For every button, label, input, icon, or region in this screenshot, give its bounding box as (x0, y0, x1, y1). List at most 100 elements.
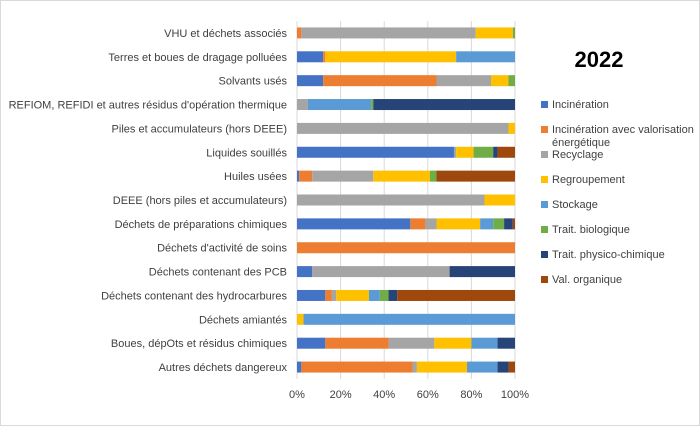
legend-label: Val. organique (552, 274, 622, 286)
bar-segment (508, 361, 515, 373)
category-label: Autres déchets dangereux (159, 362, 288, 374)
legend-label: Trait. biologique (552, 224, 630, 236)
category-label: Déchets contenant des hydrocarbures (101, 290, 287, 302)
bar-segment (497, 337, 515, 349)
category-labels: VHU et déchets associés Terres et boues d… (9, 28, 288, 374)
bar-segment (297, 51, 324, 63)
bar-segment (436, 170, 515, 182)
bar-segment (373, 99, 515, 111)
bar-segment (323, 51, 326, 63)
bar-segment (297, 242, 515, 254)
x-tick-label: 80% (460, 389, 482, 401)
bar-segment (467, 361, 498, 373)
legend-label: Incinération avec valorisation énergétiqu… (552, 124, 694, 149)
x-tick-label: 60% (417, 389, 439, 401)
category-label: Déchets de préparations chimiques (115, 219, 288, 231)
bar-segment (297, 337, 326, 349)
legend-swatch (541, 101, 548, 108)
category-label: Huiles usées (224, 171, 287, 183)
bar-segment (473, 146, 494, 158)
x-tick-label: 100% (501, 389, 529, 401)
bar-segment (297, 361, 302, 373)
bar-segment (297, 170, 300, 182)
bar-segment (379, 289, 389, 301)
bar-segment (323, 75, 437, 87)
bar-segment (456, 51, 515, 63)
legend-swatch (541, 176, 548, 183)
bar-segment (512, 218, 515, 230)
bar-segment (312, 266, 450, 278)
bar-segment (336, 289, 369, 301)
bar-segment (512, 27, 515, 39)
category-label: Boues, dépOts et résidus chimiques (111, 338, 288, 350)
bar-segment (301, 27, 476, 39)
category-label: Terres et boues de dragage polluées (108, 52, 287, 64)
x-tick-label: 40% (373, 389, 395, 401)
bar-segment (301, 361, 413, 373)
category-label: VHU et déchets associés (164, 28, 287, 40)
bar-segment (471, 337, 498, 349)
bar-segment (297, 313, 304, 325)
legend-swatch (541, 201, 548, 208)
chart-title: 2022 (575, 47, 624, 72)
bar-segment (449, 266, 515, 278)
bar-segment (504, 218, 513, 230)
bar-segment (508, 75, 515, 87)
bar-segment (325, 51, 457, 63)
x-tick-label: 20% (330, 389, 352, 401)
bar-segment (297, 122, 509, 134)
legend-swatch (541, 151, 548, 158)
legend-label: Regroupement (552, 174, 625, 186)
bar-segment (484, 194, 515, 206)
bar-segment (475, 27, 513, 39)
legend-label: Recyclage (552, 149, 603, 161)
legend-label: Incinération (552, 99, 609, 111)
bar-segment (410, 218, 426, 230)
category-label: Liquides souillés (206, 147, 287, 159)
bar-segment (416, 361, 468, 373)
category-label: Solvants usés (219, 76, 288, 88)
bar-segment (297, 266, 313, 278)
bar-segment (436, 218, 481, 230)
category-label: Déchets amiantés (199, 314, 288, 326)
bar-segment (429, 170, 437, 182)
bar-segment (297, 75, 324, 87)
bar-segment (491, 75, 509, 87)
bars (297, 27, 515, 373)
bar-segment (497, 146, 515, 158)
bar-segment (508, 122, 515, 134)
bar-segment (297, 218, 411, 230)
bar-segment (434, 337, 472, 349)
bar-segment (297, 194, 485, 206)
bar-segment (493, 146, 498, 158)
bar-segment (388, 289, 398, 301)
legend-label: Stockage (552, 199, 598, 211)
bar-segment (299, 170, 313, 182)
legend-swatch (541, 251, 548, 258)
bar-segment (497, 361, 509, 373)
bar-segment (388, 337, 435, 349)
bar-segment (312, 170, 374, 182)
bar-segment (456, 146, 474, 158)
bar-segment (493, 218, 505, 230)
bar-segment (480, 218, 494, 230)
bar-segment (325, 337, 389, 349)
x-tick-labels: 0% 20% 40% 60% 80% 100% (289, 389, 529, 401)
legend: Incinération Incinération avec valorisati… (541, 99, 694, 286)
bar-segment (436, 75, 492, 87)
bar-segment (297, 27, 302, 39)
bar-segment (331, 289, 337, 301)
category-label: Déchets contenant des PCB (149, 267, 287, 279)
bar-segment (297, 289, 326, 301)
bar-segment (371, 99, 374, 111)
bar-segment (307, 99, 372, 111)
bar-segment (453, 146, 457, 158)
bar-segment (373, 170, 430, 182)
x-tick-label: 0% (289, 389, 305, 401)
bar-segment (368, 289, 380, 301)
bar-segment (412, 361, 417, 373)
legend-label: Trait. physico-chimique (552, 249, 665, 261)
bar-segment (303, 313, 515, 325)
